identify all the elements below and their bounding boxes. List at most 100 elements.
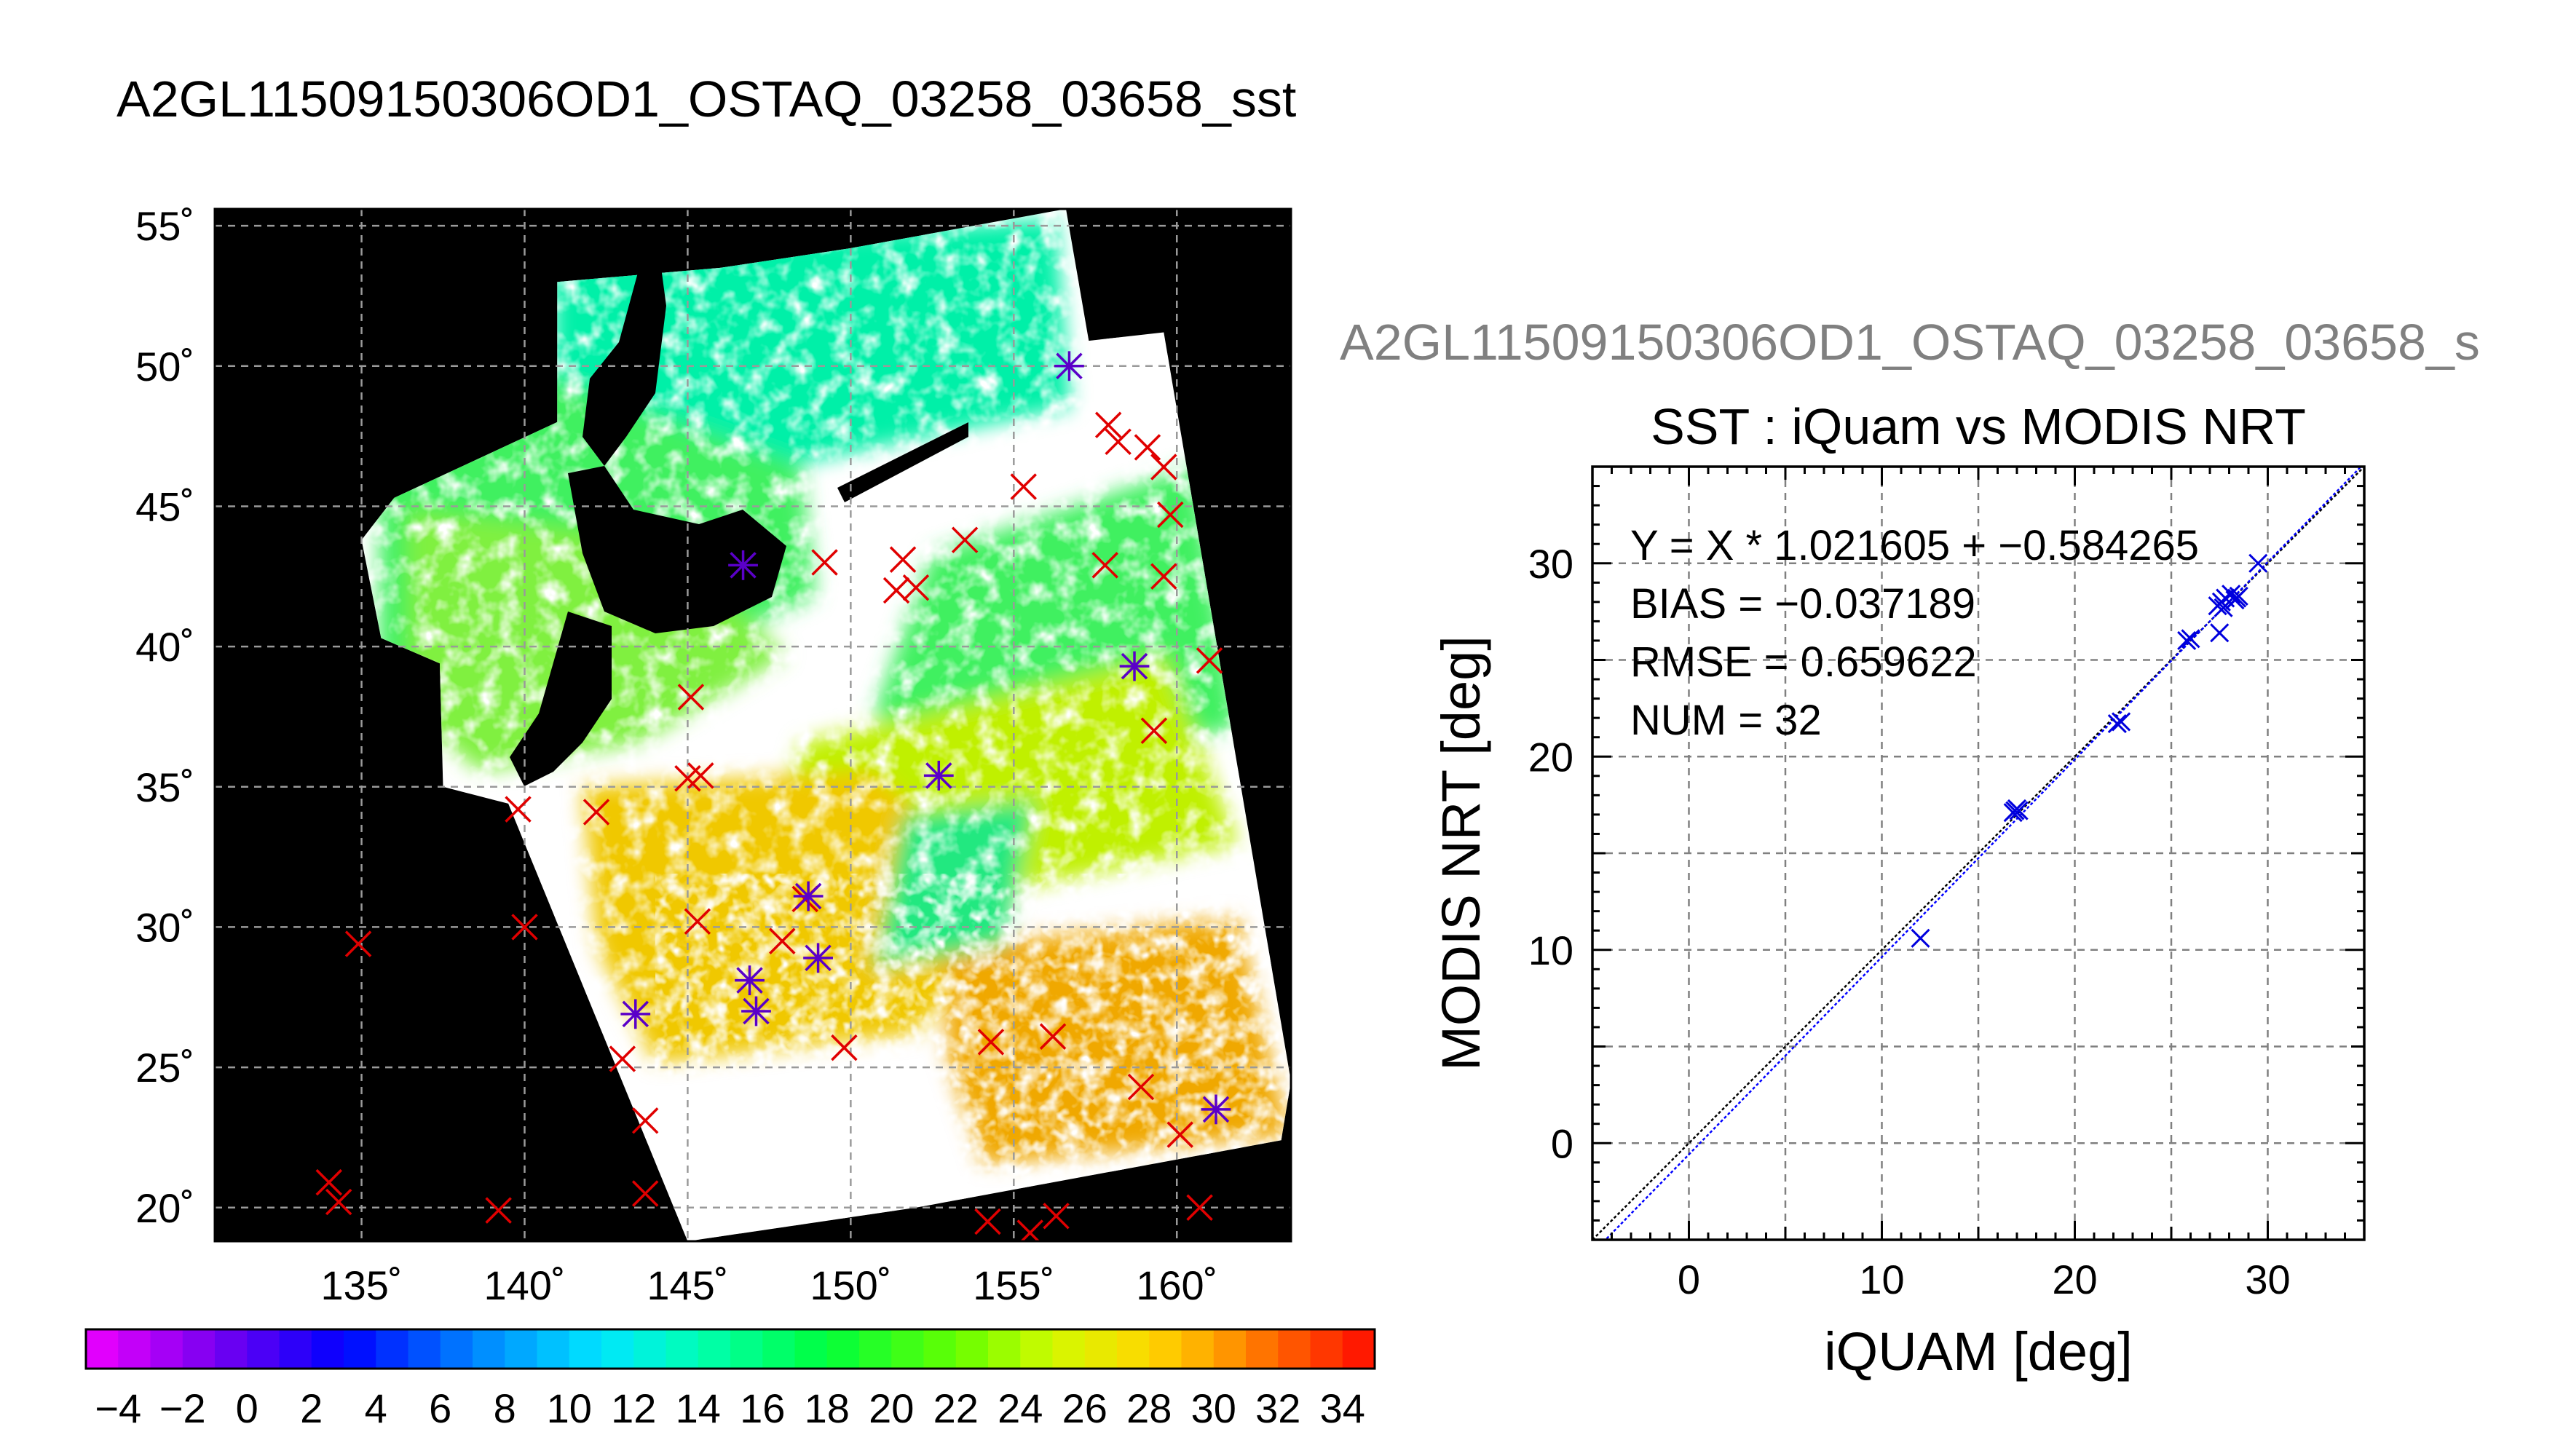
colorbar-cell <box>1278 1329 1311 1369</box>
land-hokkaido <box>568 466 786 633</box>
map-x-tick-label: 135˚ <box>320 1262 402 1308</box>
buoy-marker-x <box>811 549 838 576</box>
buoy-marker-x <box>583 799 610 826</box>
buoy-marker-x <box>1094 411 1122 438</box>
scatter-annotation: Y = X * 1.021605 + −0.584265 <box>1630 522 2199 569</box>
scatter-ticks <box>1591 465 2366 1241</box>
colorbar: −4 −2 0 2 4 6 8 10 12 14 16 18 20 22 24 26 28 30 32 34 <box>84 1328 1376 1431</box>
map-y-tick-label: 45˚ <box>135 483 194 529</box>
buoy-marker-x <box>511 914 538 941</box>
colorbar-cell <box>440 1329 473 1369</box>
colorbar-tick-label: 2 <box>300 1385 323 1431</box>
buoy-marker-x <box>1150 563 1177 590</box>
scatter-y-tick-labels: 0 10 20 30 <box>1528 541 1573 1167</box>
colorbar-cell <box>762 1329 796 1369</box>
buoy-marker-x <box>344 930 372 957</box>
buoy-marker-star <box>1119 651 1150 681</box>
buoy-marker-x <box>902 574 930 601</box>
buoy-marker-star <box>728 550 758 580</box>
land-sakhalin <box>583 251 666 466</box>
colorbar-tick-label: −4 <box>95 1385 141 1431</box>
buoy-marker-star <box>741 996 771 1026</box>
colorbar-cell <box>311 1329 344 1369</box>
buoy-marker-x <box>1010 473 1037 500</box>
land-honshu <box>510 612 612 786</box>
buoy-marker-x <box>1127 1073 1155 1101</box>
scatter-point <box>2181 629 2200 649</box>
scatter-annotation: NUM = 32 <box>1630 697 1822 744</box>
buoy-marker-star <box>793 881 824 911</box>
map-x-tick-label: 155˚ <box>973 1262 1054 1308</box>
scatter-annotations: Y = X * 1.021605 + −0.584265 BIAS = −0.03… <box>1630 522 2199 744</box>
buoy-marker-x <box>889 546 917 573</box>
scatter-x-axis-label: iQUAM [deg] <box>1824 1321 2133 1382</box>
map-x-tick-label: 140˚ <box>483 1262 565 1308</box>
buoy-marker-x <box>505 796 532 823</box>
colorbar-tick-label: 30 <box>1191 1385 1236 1431</box>
colorbar-tick-label: 14 <box>676 1385 721 1431</box>
colorbar-cell <box>633 1329 667 1369</box>
map-x-tick-label: 150˚ <box>810 1262 891 1308</box>
scatter-point <box>2214 598 2233 617</box>
colorbar-cell <box>1084 1329 1118 1369</box>
colorbar-cell <box>1149 1329 1182 1369</box>
colorbar-cell <box>408 1329 441 1369</box>
scatter-point <box>2177 630 2197 651</box>
buoy-marker-x <box>687 762 714 789</box>
identity-line <box>1592 467 2364 1240</box>
buoy-marker-x <box>1150 454 1177 480</box>
map-y-tick-label: 25˚ <box>135 1045 194 1091</box>
buoy-marker-x <box>1140 717 1168 744</box>
scatter-figure-title: A2GL11509150306OD1_OSTAQ_03258_03658_s <box>1340 314 2480 371</box>
colorbar-cell <box>1213 1329 1247 1369</box>
map-frame <box>213 207 1292 1243</box>
buoy-marker-star <box>803 943 833 973</box>
buoy-marker-x <box>1186 1194 1213 1221</box>
map-y-tick-label: 40˚ <box>135 624 194 670</box>
buoy-marker-x <box>325 1188 352 1216</box>
colorbar-cell <box>826 1329 860 1369</box>
map-y-tick-label: 20˚ <box>135 1185 194 1231</box>
colorbar-cell <box>86 1329 119 1369</box>
colorbar-cell <box>279 1329 312 1369</box>
colorbar-cell <box>891 1329 925 1369</box>
colorbar-cell <box>473 1329 505 1369</box>
buoy-marker-x <box>977 1029 1005 1056</box>
colorbar-cell <box>1052 1329 1086 1369</box>
colorbar-cell <box>1342 1329 1375 1369</box>
colorbar-cell <box>215 1329 248 1369</box>
colorbar-cell <box>1117 1329 1150 1369</box>
scatter-annotation: RMSE = 0.659622 <box>1630 638 1977 686</box>
buoy-marker-x <box>1134 434 1161 461</box>
map-title: A2GL11509150306OD1_OSTAQ_03258_03658_sst <box>117 71 1297 127</box>
colorbar-tick-label: 0 <box>236 1385 258 1431</box>
scatter-y-tick-label: 10 <box>1528 927 1573 973</box>
map-y-tick-label: 55˚ <box>135 203 194 249</box>
colorbar-cell <box>505 1329 538 1369</box>
scatter-x-tick-label: 0 <box>1678 1257 1700 1302</box>
scatter-point <box>1911 928 1930 948</box>
colorbar-tick-label: 16 <box>740 1385 785 1431</box>
colorbar-cell <box>730 1329 763 1369</box>
scatter-x-tick-label: 20 <box>2052 1257 2097 1302</box>
buoy-marker-star <box>735 965 765 996</box>
map-x-tick-label: 145˚ <box>647 1262 728 1308</box>
scatter-point <box>2112 712 2131 732</box>
buoy-marker-star <box>1054 351 1084 381</box>
buoy-marker-star <box>1201 1094 1231 1125</box>
scatter-y-tick-label: 20 <box>1528 734 1573 780</box>
scatter-point <box>2248 553 2268 573</box>
colorbar-frame <box>84 1328 1376 1370</box>
colorbar-cell <box>247 1329 280 1369</box>
colorbar-cell <box>1246 1329 1279 1369</box>
colorbar-tick-label: 32 <box>1255 1385 1300 1431</box>
buoy-marker-x <box>315 1168 342 1196</box>
buoy-marker-x <box>951 526 979 553</box>
scatter-y-tick-label: 0 <box>1551 1120 1573 1166</box>
scatter-point <box>2005 801 2025 820</box>
buoy-marker-x <box>631 1107 659 1134</box>
scatter-title: SST : iQuam vs MODIS NRT <box>1651 398 2306 455</box>
colorbar-tick-label: 18 <box>805 1385 850 1431</box>
scatter-point <box>2009 801 2029 820</box>
colorbar-tick-label: 10 <box>547 1385 592 1431</box>
